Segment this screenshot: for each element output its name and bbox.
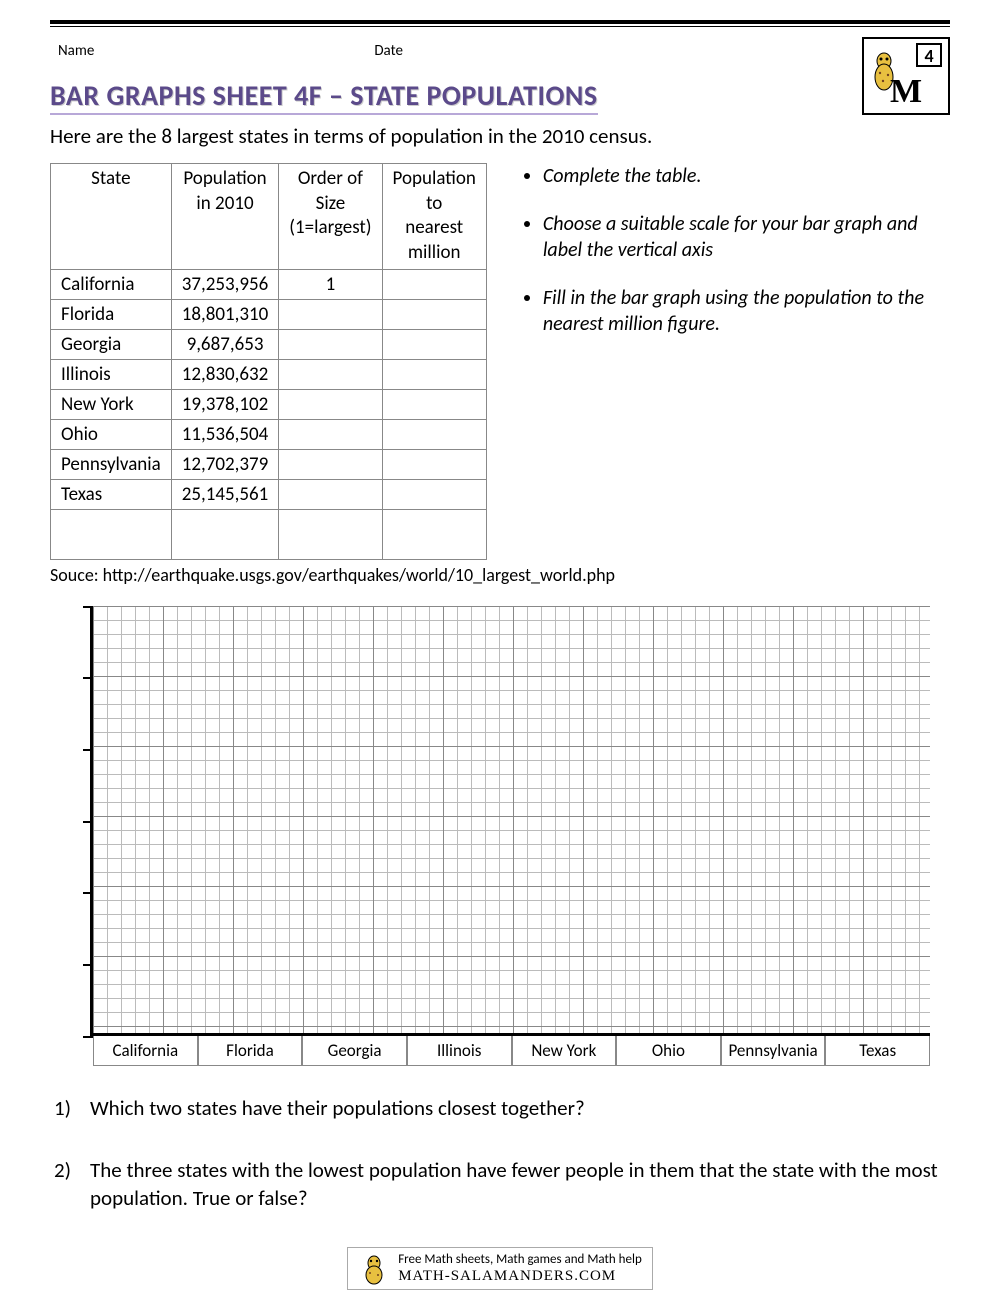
table-cell: 37,253,956 [171,269,279,299]
population-table: StatePopulationin 2010Order of Size(1=la… [50,163,487,560]
table-cell: Florida [51,299,172,329]
x-axis-label: Ohio [616,1036,721,1066]
question-number: 1) [54,1094,80,1122]
table-cell: California [51,269,172,299]
table-cell: 12,830,632 [171,359,279,389]
y-tick [83,964,93,966]
date-label: Date [374,42,403,60]
footer-site: MATH-SALAMANDERS.COM [398,1267,642,1285]
table-cell: 25,145,561 [171,479,279,509]
table-cell: Pennsylvania [51,449,172,479]
bar-chart-grid: CaliforniaFloridaGeorgiaIllinoisNew York… [90,606,950,1066]
table-cell [382,509,486,559]
subtitle: Here are the 8 largest states in terms o… [50,123,950,149]
table-cell [382,359,486,389]
top-rule [50,20,950,27]
table-header: Population tonearest million [382,164,486,270]
question: 1) Which two states have their population… [54,1094,950,1122]
y-tick [83,892,93,894]
table-cell [51,509,172,559]
table-cell [382,419,486,449]
table-cell: Illinois [51,359,172,389]
question: 2)The three states with the lowest popul… [54,1156,950,1213]
table-cell [279,449,382,479]
table-cell [382,329,486,359]
y-tick [83,1036,93,1038]
x-axis-label: Georgia [302,1036,407,1066]
footer-salamander-icon [358,1253,390,1285]
table-row: California37,253,9561 [51,269,487,299]
table-cell [382,449,486,479]
table-cell [382,269,486,299]
questions: 1) Which two states have their population… [50,1094,950,1213]
name-label: Name [58,42,94,60]
table-cell [279,329,382,359]
table-row: Ohio11,536,504 [51,419,487,449]
instruction-item: Complete the table. [543,163,950,189]
table-cell [382,479,486,509]
x-axis-label: New York [512,1036,617,1066]
instruction-item: Fill in the bar graph using the populati… [543,285,950,337]
x-axis-label: Pennsylvania [721,1036,826,1066]
badge-m-icon: M [890,73,922,111]
table-cell [171,509,279,559]
table-row: Georgia9,687,653 [51,329,487,359]
badge-number: 4 [916,43,942,67]
table-row: Florida18,801,310 [51,299,487,329]
table-cell [279,389,382,419]
instruction-item: Choose a suitable scale for your bar gra… [543,211,950,263]
table-cell: 1 [279,269,382,299]
table-cell: 9,687,653 [171,329,279,359]
table-cell: Georgia [51,329,172,359]
y-tick [83,677,93,679]
x-axis-label: Florida [198,1036,303,1066]
table-header: State [51,164,172,270]
table-header: Populationin 2010 [171,164,279,270]
table-cell: 18,801,310 [171,299,279,329]
table-cell [279,479,382,509]
table-row: New York19,378,102 [51,389,487,419]
table-header: Order of Size(1=largest) [279,164,382,270]
question-text: Which two states have their populations … [90,1094,585,1122]
footer-tagline: Free Math sheets, Math games and Math he… [398,1252,642,1268]
page-title: BAR GRAPHS SHEET 4F – STATE POPULATIONS [50,78,598,115]
table-cell [279,359,382,389]
table-cell: 12,702,379 [171,449,279,479]
table-cell: New York [51,389,172,419]
x-axis-label: Texas [825,1036,930,1066]
table-cell [279,419,382,449]
question-text: The three states with the lowest populat… [90,1156,950,1213]
table-cell: Texas [51,479,172,509]
y-tick [83,749,93,751]
y-tick [83,821,93,823]
footer: Free Math sheets, Math games and Math he… [50,1247,950,1291]
table-row [51,509,487,559]
x-axis-label: California [93,1036,198,1066]
y-tick [83,606,93,608]
question-number: 2) [54,1156,80,1213]
table-cell: Ohio [51,419,172,449]
source-text: Souce: http://earthquake.usgs.gov/earthq… [50,564,950,586]
header-row: Name Date 4 M [50,42,950,78]
x-axis-label: Illinois [407,1036,512,1066]
table-row: Pennsylvania12,702,379 [51,449,487,479]
table-row: Texas25,145,561 [51,479,487,509]
table-cell [382,299,486,329]
table-cell [279,299,382,329]
instructions: Complete the table. Choose a suitable sca… [507,163,950,359]
grade-badge: 4 M [862,37,950,115]
table-cell: 11,536,504 [171,419,279,449]
table-cell: 19,378,102 [171,389,279,419]
table-row: Illinois12,830,632 [51,359,487,389]
table-cell [279,509,382,559]
table-cell [382,389,486,419]
